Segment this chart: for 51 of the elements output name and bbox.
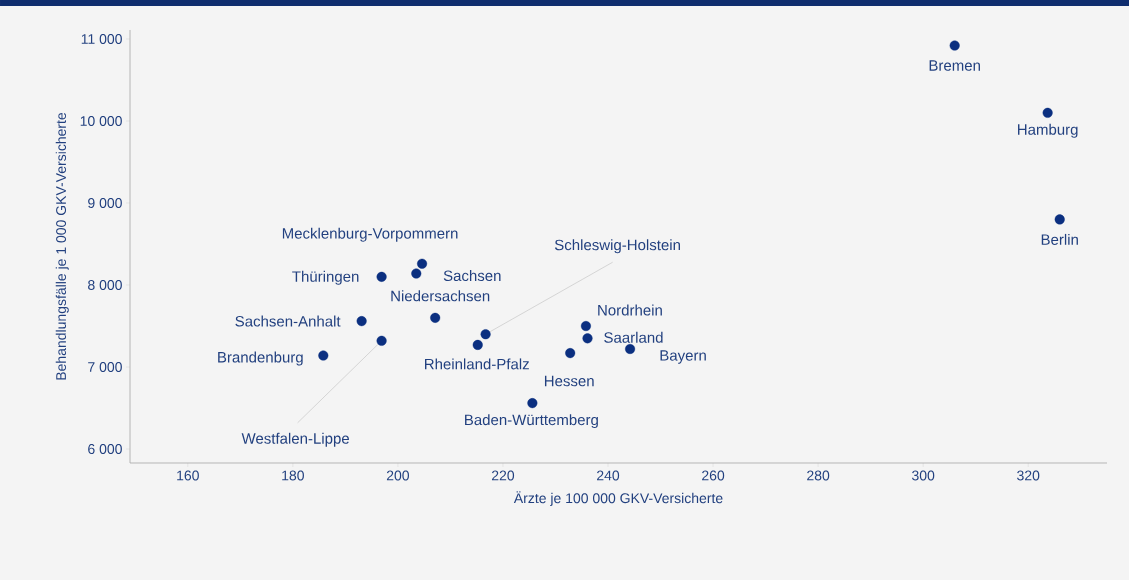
point <box>430 312 441 323</box>
y-tick-label: 7 000 <box>88 362 122 372</box>
annotation: Berlin <box>1041 233 1078 245</box>
point <box>580 321 591 332</box>
y-tick-label: 8 000 <box>88 280 122 290</box>
x-tick-label: 300 <box>912 470 935 481</box>
annotation: Thüringen <box>292 270 359 285</box>
y-tick-label: 6 000 <box>88 444 122 455</box>
point <box>411 268 422 279</box>
point <box>527 398 538 409</box>
point <box>565 348 576 359</box>
y-axis-title: Behandlungsfälle je 1 000 GKV-Versicherte <box>55 112 69 380</box>
point <box>480 329 491 340</box>
y-tick-label: 10 000 <box>80 116 122 126</box>
x-tick-label: 200 <box>386 470 410 481</box>
x-tick-label: 260 <box>702 470 725 481</box>
y-tick-label: 9 000 <box>88 198 122 208</box>
annotation: Brandenburg <box>218 351 303 366</box>
point <box>472 339 483 350</box>
point <box>949 40 960 51</box>
x-tick-label: 180 <box>282 470 304 481</box>
x-tick-label: 280 <box>807 470 830 481</box>
x-axis-title: Ärzte je 100 000 GKV-Versicherte <box>513 491 723 506</box>
annotation: Westfalen-Lippe <box>241 432 349 447</box>
x-tick-label: 160 <box>177 470 199 481</box>
annotation: Nordrhein <box>598 304 662 316</box>
point <box>376 271 387 282</box>
annotation: Sachsen <box>443 270 501 282</box>
point <box>318 350 329 361</box>
annotation: Niedersachsen <box>391 290 490 302</box>
annotation: Bremen <box>929 60 980 71</box>
x-tick-label: 220 <box>491 470 515 481</box>
point <box>356 316 367 327</box>
y-tick-label: 11 000 <box>81 34 122 44</box>
point <box>625 344 636 354</box>
annotation: Saarland <box>604 331 663 343</box>
annotation: Hamburg <box>1018 123 1078 138</box>
point <box>582 333 593 344</box>
x-tick-label: 320 <box>1017 470 1040 481</box>
annotation: Schleswig-Holstein <box>554 239 680 254</box>
annotation: Rheinland-Pfalz <box>425 358 529 370</box>
point <box>417 258 428 269</box>
annotation: Hessen <box>544 375 594 387</box>
annotation: Sachsen-Anhalt <box>235 315 341 327</box>
annotation: Bayern <box>660 350 706 364</box>
point <box>1054 214 1065 225</box>
annotation: Baden-Württemberg <box>465 414 598 429</box>
x-tick-label: 240 <box>597 470 620 481</box>
annotation: Mecklenburg-Vorpommern <box>282 227 458 242</box>
point <box>1042 107 1053 118</box>
point <box>376 335 387 346</box>
